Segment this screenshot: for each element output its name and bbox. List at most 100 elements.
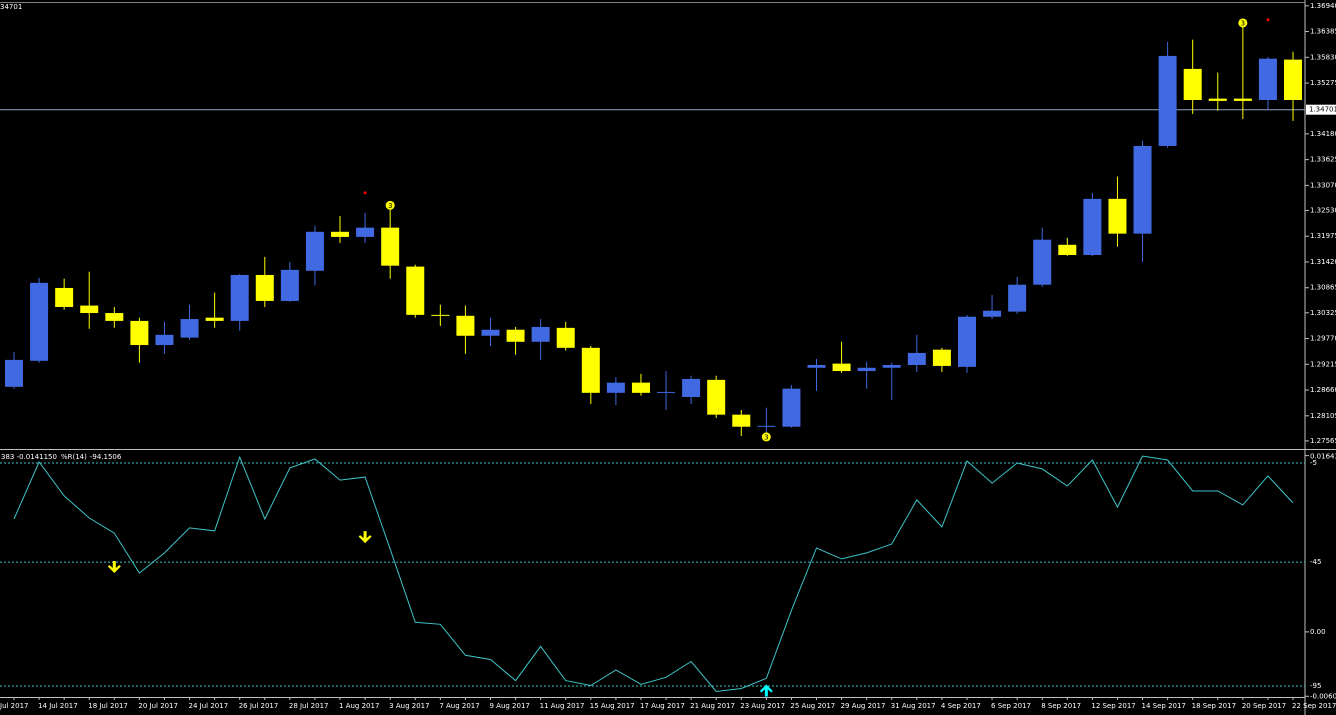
candle-body [757, 425, 776, 427]
y-tick-label: 1.35830 [1310, 53, 1336, 61]
candle-body [1058, 244, 1077, 256]
candle-body [682, 378, 701, 398]
x-tick-label: 9 Aug 2017 [489, 702, 529, 710]
candle-body [481, 329, 500, 336]
candle-body [155, 334, 174, 346]
candle-body [631, 382, 650, 393]
candle-body [1108, 198, 1127, 234]
indicator-line [13, 455, 1294, 693]
signal-marker [385, 200, 395, 210]
arrow-up [759, 684, 773, 697]
candle-body [1008, 284, 1027, 312]
candle-body [5, 359, 23, 387]
y-tick-label: 1.29215 [1310, 360, 1336, 368]
x-tick-label: 3 Aug 2017 [389, 702, 429, 710]
y-tick-label: -45 [1310, 558, 1321, 566]
signal-label: 3 [764, 433, 768, 441]
arrow-down [107, 561, 121, 574]
signal-marker [761, 432, 771, 442]
candle-body [1233, 98, 1252, 101]
x-tick-label: 31 Aug 2017 [891, 702, 936, 710]
indicator-prefix: 383 -0.0141150 [1, 453, 57, 461]
x-tick-label: 26 Jul 2017 [239, 702, 279, 710]
x-tick-label: Jul 2017 [0, 702, 29, 710]
x-tick-label: 4 Sep 2017 [941, 702, 981, 710]
candle-body [1208, 98, 1227, 101]
candle-body [832, 363, 851, 372]
candle-body [1258, 58, 1277, 100]
candle-body [105, 313, 124, 321]
candle-body [305, 231, 324, 271]
y-tick-label: 1.29770 [1310, 335, 1336, 343]
candle-body [606, 382, 625, 393]
candle-body [857, 367, 876, 372]
y-tick-label: 1.34180 [1310, 130, 1336, 138]
candle-body [280, 269, 299, 301]
candle-body [732, 414, 751, 427]
signal-label: 3 [1241, 19, 1245, 27]
candle-body [1284, 59, 1302, 100]
x-tick-label: 6 Sep 2017 [991, 702, 1031, 710]
y-tick-label: 1.33070 [1310, 181, 1336, 189]
y2-tick-label: 0.016432 [1310, 453, 1336, 461]
x-tick-label: 8 Sep 2017 [1041, 702, 1081, 710]
series-name: %R(14) [61, 453, 87, 461]
y-tick-label: 1.30325 [1310, 309, 1336, 317]
candle-body [205, 317, 224, 321]
candle-body [331, 231, 350, 237]
x-tick-label: 18 Sep 2017 [1192, 702, 1236, 710]
candle-body [506, 329, 525, 342]
y2-tick-label: 0.00 [1310, 628, 1326, 636]
candle-body [431, 314, 450, 316]
y-tick-label: 1.35275 [1310, 79, 1336, 87]
candle-body [55, 287, 74, 307]
x-tick-label: 14 Jul 2017 [38, 702, 78, 710]
x-tick-label: 12 Sep 2017 [1091, 702, 1135, 710]
x-tick-label: 17 Aug 2017 [640, 702, 685, 710]
y-tick-label: 1.33625 [1310, 156, 1336, 164]
header-text: 34701 [0, 3, 22, 11]
candle-body [983, 310, 1002, 317]
candle-body [80, 305, 99, 314]
y-tick-label: 1.31420 [1310, 258, 1336, 266]
fractal-marker [363, 191, 367, 195]
candle-body [1183, 68, 1202, 100]
candle-body [130, 320, 149, 346]
candle-body [1033, 239, 1052, 285]
y-tick-label: 1.27565 [1310, 437, 1336, 445]
candle-body [907, 352, 926, 365]
x-tick-label: 22 Sep 2017 [1292, 702, 1336, 710]
y-tick-label: -95 [1310, 682, 1321, 690]
x-tick-label: 18 Jul 2017 [88, 702, 128, 710]
x-tick-label: 11 Aug 2017 [540, 702, 585, 710]
candle-body [180, 319, 199, 338]
x-tick-label: 14 Sep 2017 [1142, 702, 1186, 710]
y-tick-label: 1.36385 [1310, 28, 1336, 36]
arrow-down [358, 531, 372, 544]
candle-body [1083, 198, 1102, 256]
x-tick-label: 21 Aug 2017 [690, 702, 735, 710]
candle-body [1133, 145, 1152, 234]
signal-label: 3 [388, 202, 392, 210]
candle-body [255, 274, 274, 301]
y-tick-label: 1.36940 [1310, 2, 1336, 10]
candle-body [381, 227, 400, 266]
candle-body [957, 316, 976, 367]
x-tick-label: 24 Jul 2017 [189, 702, 229, 710]
y-tick-label: 1.30865 [1310, 284, 1336, 292]
candle-body [356, 227, 375, 237]
candle-body [932, 349, 951, 366]
x-tick-label: 20 Sep 2017 [1242, 702, 1286, 710]
candle-body [456, 315, 475, 336]
y-tick-label: 1.31975 [1310, 232, 1336, 240]
x-tick-label: 1 Aug 2017 [339, 702, 379, 710]
candle-body [531, 326, 550, 342]
current-price-box [1306, 104, 1336, 115]
signal-marker [1238, 18, 1248, 28]
x-tick-label: 7 Aug 2017 [439, 702, 479, 710]
candle-body [1158, 55, 1177, 146]
y-tick-label: 1.28105 [1310, 412, 1336, 420]
candle-body [581, 347, 600, 393]
y2-tick-label: -0.006002 [1310, 692, 1336, 700]
